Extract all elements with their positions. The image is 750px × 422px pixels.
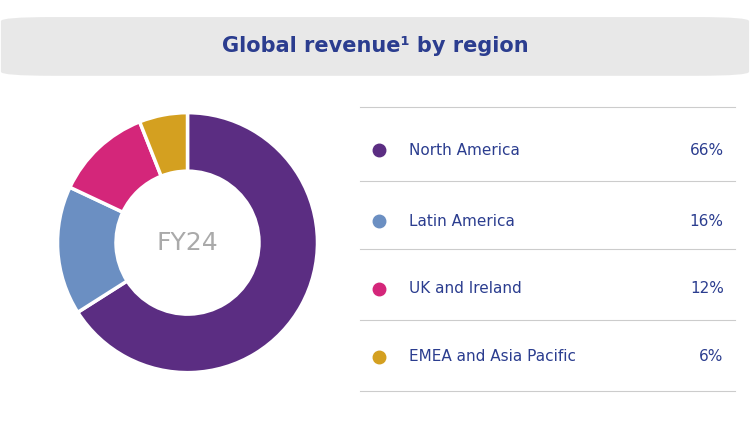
- Text: 16%: 16%: [690, 214, 724, 229]
- Wedge shape: [78, 113, 317, 373]
- Text: EMEA and Asia Pacific: EMEA and Asia Pacific: [409, 349, 576, 364]
- Text: FY24: FY24: [157, 231, 218, 254]
- Text: UK and Ireland: UK and Ireland: [409, 281, 521, 296]
- FancyBboxPatch shape: [1, 17, 749, 76]
- Text: 66%: 66%: [690, 143, 724, 158]
- Wedge shape: [58, 187, 128, 312]
- Wedge shape: [140, 113, 188, 176]
- Text: 6%: 6%: [699, 349, 724, 364]
- Text: Global revenue¹ by region: Global revenue¹ by region: [222, 36, 528, 57]
- Text: North America: North America: [409, 143, 520, 158]
- Text: 12%: 12%: [690, 281, 724, 296]
- Wedge shape: [70, 122, 161, 212]
- Text: Latin America: Latin America: [409, 214, 515, 229]
